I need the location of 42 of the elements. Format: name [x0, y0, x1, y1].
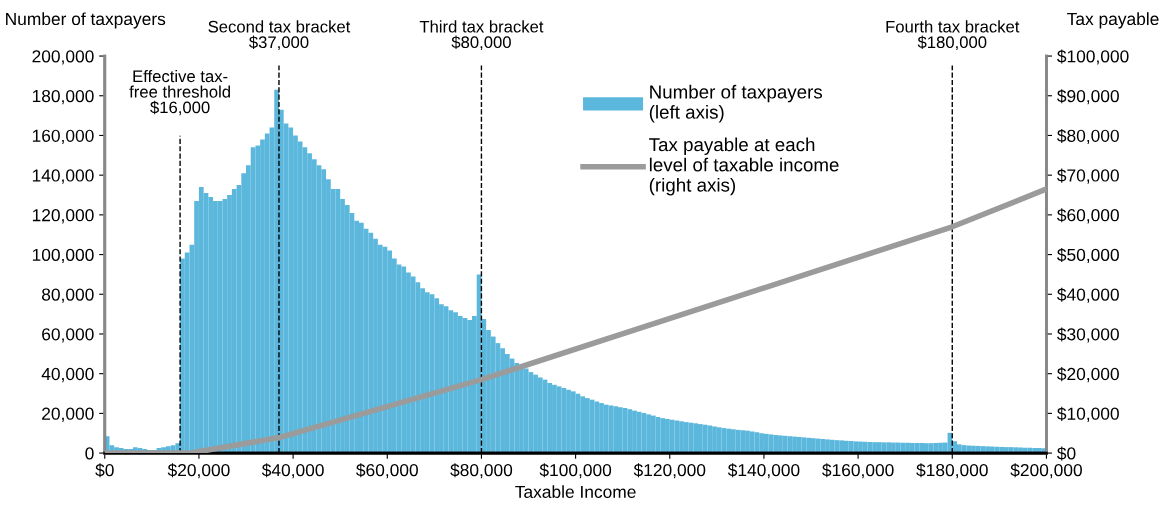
y-tick-label: 40,000 — [41, 367, 94, 383]
y-tick-label: 0 — [85, 447, 94, 460]
x-tick-label: $140,000 — [727, 463, 800, 479]
x-tick-label: $40,000 — [261, 463, 324, 479]
y2-tick-label: $10,000 — [1057, 406, 1119, 422]
y-tick-label: 180,000 — [32, 89, 94, 105]
x-tick-label: $160,000 — [822, 463, 894, 479]
ref-line-label: Third tax bracket $80,000 — [419, 20, 544, 51]
y-tick-label: 120,000 — [32, 209, 94, 224]
y-tick-label: 100,000 — [32, 248, 94, 264]
x-tick-label: $20,000 — [167, 463, 230, 479]
y-tick-label: 200,000 — [32, 50, 94, 65]
y-tick-label: 60,000 — [42, 328, 94, 343]
y-tick-label: 80,000 — [42, 288, 94, 303]
y2-tick-label: $30,000 — [1057, 327, 1119, 343]
x-axis-title: Taxable Income — [515, 485, 636, 498]
y2-tick-label: $0 — [1057, 446, 1076, 461]
ref-line-label: Effective tax- free threshold $16,000 — [129, 69, 230, 116]
x-tick-label: $180,000 — [916, 463, 988, 479]
y2-tick-label: $90,000 — [1057, 89, 1119, 105]
x-tick-label: $0 — [95, 463, 114, 478]
legend-label: Tax payable at each level of taxable income (right axis) — [649, 137, 839, 196]
y2-tick-label: $50,000 — [1057, 248, 1119, 264]
y-tick-label: 160,000 — [32, 129, 94, 144]
y2-tick-label: $80,000 — [1057, 128, 1119, 144]
ref-line-label: Fourth tax bracket $180,000 — [886, 20, 1020, 51]
y2-tick-label: $20,000 — [1057, 367, 1119, 383]
x-tick-label: $120,000 — [633, 463, 706, 479]
ref-line-label: Second tax bracket $37,000 — [208, 20, 351, 51]
y2-tick-label: $60,000 — [1057, 208, 1119, 224]
y2-tick-label: $40,000 — [1057, 287, 1119, 303]
x-tick-label: $60,000 — [356, 463, 418, 479]
x-tick-label: $80,000 — [450, 463, 513, 479]
y-axis-title: Number of taxpayers — [6, 12, 166, 29]
y2-axis-title: Tax payable — [1067, 12, 1159, 29]
x-tick-label: $200,000 — [1010, 463, 1082, 479]
y2-tick-label: $100,000 — [1057, 49, 1129, 65]
y-tick-label: 20,000 — [42, 407, 94, 422]
y-tick-label: 140,000 — [32, 169, 94, 184]
x-tick-label: $100,000 — [539, 463, 612, 479]
y2-tick-label: $70,000 — [1057, 168, 1119, 184]
legend-label: Number of taxpayers (left axis) — [649, 84, 823, 123]
